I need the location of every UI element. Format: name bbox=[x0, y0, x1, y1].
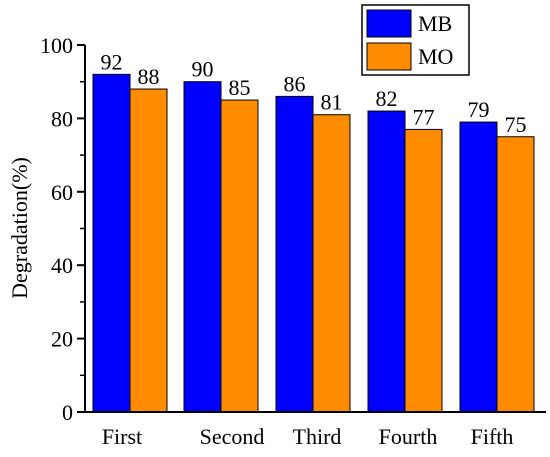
y-tick-label: 20 bbox=[51, 327, 73, 352]
y-tick-label: 40 bbox=[51, 253, 73, 278]
value-labels-group: 92 90 86 82 79 88 85 81 77 75 bbox=[101, 49, 527, 136]
y-tick-label: 60 bbox=[51, 180, 73, 205]
bar-mo-first bbox=[129, 88, 168, 413]
bar-mo-third bbox=[312, 114, 351, 413]
y-tick-label: 100 bbox=[40, 33, 73, 58]
value-label-mb-second: 90 bbox=[192, 57, 214, 82]
value-label-mo-second: 85 bbox=[229, 75, 251, 100]
y-tick-label: 0 bbox=[62, 400, 73, 425]
x-category-label-third: Third bbox=[293, 424, 342, 449]
bar-mb-fifth bbox=[459, 121, 498, 413]
x-category-label-fourth: Fourth bbox=[379, 424, 438, 449]
bar-mb-first bbox=[92, 73, 131, 413]
value-label-mo-fourth: 77 bbox=[413, 104, 435, 129]
x-category-label-second: Second bbox=[200, 424, 265, 449]
bar-mb-second bbox=[183, 81, 222, 413]
legend: MB MO bbox=[361, 4, 470, 76]
value-label-mb-third: 86 bbox=[284, 71, 306, 96]
legend-swatch-mo bbox=[366, 42, 412, 71]
value-label-mb-first: 92 bbox=[101, 49, 123, 74]
value-label-mb-fourth: 82 bbox=[376, 86, 398, 111]
value-label-mo-third: 81 bbox=[321, 90, 343, 115]
bar-mb-fourth bbox=[367, 110, 406, 413]
bar-mo-second bbox=[220, 99, 259, 413]
x-category-label-fifth: Fifth bbox=[471, 424, 514, 449]
y-axis-title: Degradation(%) bbox=[7, 157, 32, 299]
value-label-mb-fifth: 79 bbox=[468, 97, 490, 122]
x-labels-group: First Second Third Fourth Fifth bbox=[102, 424, 514, 449]
bars-group bbox=[92, 73, 535, 413]
bar-mb-third bbox=[275, 95, 314, 413]
value-label-mo-first: 88 bbox=[138, 64, 160, 89]
legend-label-mb: MB bbox=[418, 11, 452, 36]
bar-mo-fifth bbox=[496, 136, 535, 413]
value-label-mo-fifth: 75 bbox=[505, 112, 527, 137]
x-category-label-first: First bbox=[102, 424, 142, 449]
y-ticks-group: 0 20 40 60 80 100 bbox=[40, 33, 85, 425]
legend-label-mo: MO bbox=[418, 44, 453, 69]
bar-mo-fourth bbox=[404, 128, 443, 413]
legend-swatch-mb bbox=[366, 9, 412, 38]
y-tick-label: 80 bbox=[51, 106, 73, 131]
